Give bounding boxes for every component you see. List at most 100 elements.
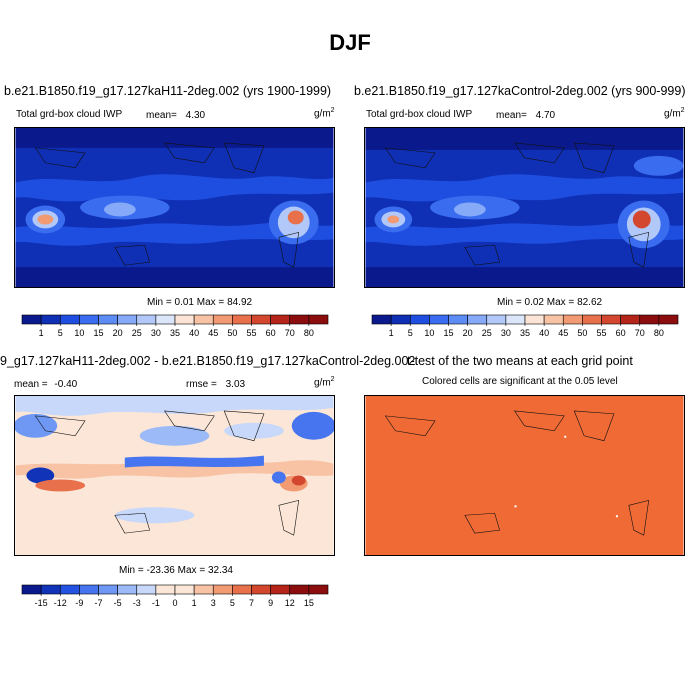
panel2-colorbar-swatch	[409, 314, 430, 325]
panel3-colorbar: -15 -12 -9 -7 -5 -3 -1 0 1 3 5 7 9 12 15	[21, 584, 329, 609]
panel3-colorbar-swatch	[251, 584, 271, 595]
panel2-mean: mean= 4.70	[496, 110, 555, 121]
panel3-colorbar-tick-label: 7	[249, 598, 254, 608]
panel3-max-label: Max =	[177, 565, 206, 576]
panel2-max-value: 82.62	[577, 297, 603, 308]
panel1-colorbar-swatch	[98, 314, 118, 325]
panel2-colorbar-swatch	[390, 314, 411, 325]
panel1-colorbar-swatch	[59, 314, 80, 325]
panel3-colorbar-swatch	[21, 584, 42, 595]
panel1-min-label: Min =	[147, 297, 172, 308]
panel2-units-base: g/m	[664, 108, 681, 120]
panel3-mean: mean = -0.40	[14, 379, 77, 390]
panel3-colorbar-swatch	[155, 584, 176, 595]
panel2-case-title: b.e21.B1850.f19_g17.127kaControl-2deg.00…	[354, 84, 686, 98]
panel3-colorbar-tick-label: 15	[304, 598, 314, 608]
panel2-colorbar-swatch	[371, 314, 392, 325]
panel3-colorbar-swatch	[59, 584, 80, 595]
panel3-colorbar-tick-label: 9	[268, 598, 273, 608]
panel2-units: g/m2	[664, 107, 685, 119]
panel1-colorbar-tick-label: 15	[93, 328, 103, 338]
panel1-colorbar-tick-label: 60	[266, 328, 276, 338]
panel3-colorbar-swatch	[40, 584, 61, 595]
panel3-colorbar-swatch	[289, 584, 310, 595]
panel2-colorbar-swatch	[582, 314, 602, 325]
panel2-colorbar-swatch	[562, 314, 583, 325]
panel2-colorbar-tick-label: 5	[408, 328, 413, 338]
panel1-colorbar-tick-label: 25	[132, 328, 142, 338]
panel2-colorbar-swatch	[524, 314, 545, 325]
panel3-colorbar-swatch	[79, 584, 99, 595]
panel3-mean-value: -0.40	[54, 379, 78, 390]
panel1-colorbar-swatch	[251, 314, 271, 325]
panel2-colorbar-swatch	[429, 314, 449, 325]
panel2-colorbar-tick-label: 35	[520, 328, 530, 338]
panel2-colorbar-tick-label: 1	[389, 328, 394, 338]
panel1-units-base: g/m	[314, 108, 331, 120]
panel2-colorbar-swatch	[448, 314, 468, 325]
panel3-colorbar-tick-label: 5	[230, 598, 235, 608]
panel3-minmax: Min = -23.36 Max = 32.34	[119, 565, 233, 576]
panel1-colorbar-tick-label: 70	[285, 328, 295, 338]
panel1-colorbar-tick-label: 10	[74, 328, 84, 338]
panel1-colorbar-swatch	[212, 314, 233, 325]
panel3-colorbar-tick-label: -12	[54, 598, 67, 608]
panel1-colorbar-swatch	[270, 314, 291, 325]
panel2-colorbar-tick-label: 55	[596, 328, 606, 338]
panel2-colorbar-tick-label: 20	[463, 328, 473, 338]
panel1-colorbar-tick-label: 45	[208, 328, 218, 338]
panel2-max-label: Max =	[546, 297, 575, 308]
panel2-colorbar-swatch	[639, 314, 660, 325]
panel3-colorbar-swatch	[270, 584, 291, 595]
panel2-colorbar-tick-label: 45	[558, 328, 568, 338]
panel2-minmax: Min = 0.02 Max = 82.62	[497, 297, 602, 308]
panel3-colorbar-swatch	[193, 584, 214, 595]
panel3-colorbar-tick-label: -3	[133, 598, 141, 608]
panel2-map	[364, 127, 685, 288]
figure-title: DJF	[329, 30, 371, 55]
panel2-mean-value: 4.70	[535, 110, 556, 121]
panel1-colorbar-swatch	[232, 314, 252, 325]
panel2-colorbar-tick-label: 15	[443, 328, 453, 338]
panel1-min-value: 0.01	[174, 297, 194, 308]
panel1-colorbar-tick-label: 40	[189, 328, 199, 338]
panel2-colorbar-tick-label: 50	[577, 328, 587, 338]
panel4-map	[364, 395, 685, 556]
panel2-units-exp: 2	[680, 107, 685, 114]
panel3-units-base: g/m	[314, 377, 331, 389]
panel2-min-value: 0.02	[524, 297, 544, 308]
panel2-colorbar-tick-label: 80	[654, 328, 664, 338]
panel2-colorbar-swatch	[543, 314, 564, 325]
panel3-colorbar-tick-label: -5	[114, 598, 122, 608]
panel1-colorbar-tick-label: 5	[58, 328, 63, 338]
panel1-colorbar-swatch	[289, 314, 310, 325]
panel2-colorbar: 1 5 10 15 20 25 30 35 40 45 50 55 60 70 80	[371, 314, 679, 339]
panel3-colorbar-tick-label: 1	[192, 598, 197, 608]
panel1-colorbar-tick-label: 50	[227, 328, 237, 338]
panel3-colorbar-swatch	[136, 584, 157, 595]
panel2-colorbar-tick-label: 25	[482, 328, 492, 338]
panel2-colorbar-swatch	[505, 314, 526, 325]
panel3-colorbar-swatch	[174, 584, 195, 595]
panel2-mean-label: mean=	[496, 110, 527, 121]
panel3-colorbar-tick-label: -7	[94, 598, 102, 608]
panel2-colorbar-tick-label: 70	[635, 328, 645, 338]
panel1-mean-value: 4.30	[185, 110, 206, 121]
panel3-colorbar-swatch	[98, 584, 118, 595]
panel1-mean: mean= 4.30	[146, 110, 205, 121]
panel1-colorbar-tick-label: 30	[151, 328, 161, 338]
panel3-colorbar-swatch	[232, 584, 252, 595]
panel1-units: g/m2	[314, 107, 335, 119]
panel2-colorbar-swatch	[620, 314, 641, 325]
panel2-colorbar-tick-label: 40	[539, 328, 549, 338]
panel1-colorbar: 1 5 10 15 20 25 30 35 40 45 50 55 60 70 80	[21, 314, 329, 339]
panel1-colorbar-swatch	[174, 314, 195, 325]
panel3-colorbar-swatch	[308, 584, 329, 595]
panel3-colorbar-tick-label: 3	[211, 598, 216, 608]
panel1-colorbar-swatch	[40, 314, 61, 325]
panel1-colorbar-tick-label: 35	[170, 328, 180, 338]
panel3-case-title: 9_g17.127kaH11-2deg.002 - b.e21.B1850.f1…	[0, 354, 416, 368]
panel3-rmse-value: 3.03	[225, 379, 246, 390]
panel1-colorbar-swatch	[117, 314, 138, 325]
panel3-min-value: -23.36	[146, 565, 175, 576]
